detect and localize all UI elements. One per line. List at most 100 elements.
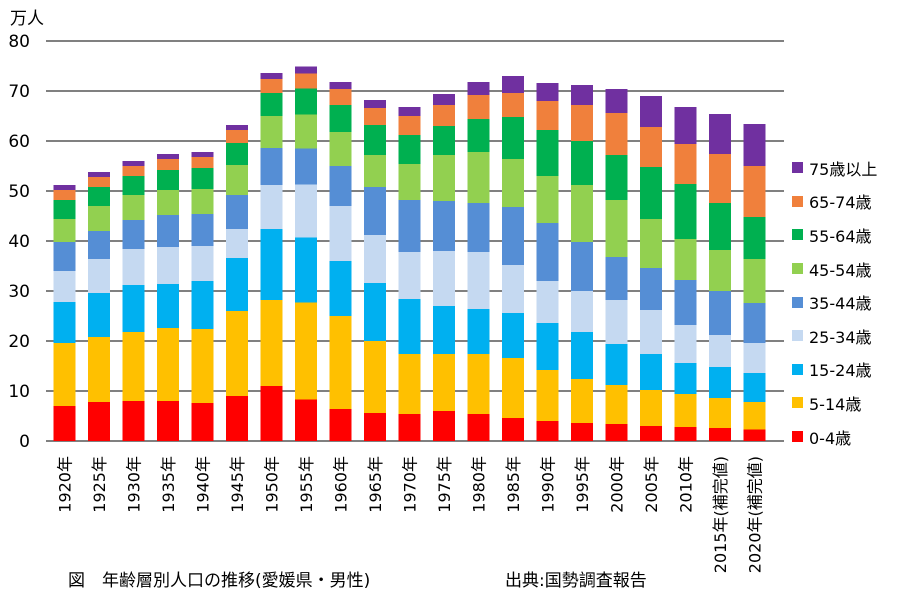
x-tick-label: 1920年 <box>56 456 75 513</box>
bar-segment <box>674 394 697 427</box>
legend-swatch <box>792 296 803 308</box>
x-tick-label: 2005年 <box>642 456 661 513</box>
bar-segment <box>122 332 145 401</box>
bar-segment <box>467 252 490 309</box>
bar-segment <box>467 152 490 203</box>
legend-item: 35-44歳 <box>792 285 896 319</box>
bar-segment <box>191 281 214 329</box>
bar-segment <box>364 155 386 187</box>
bar-segment <box>640 96 662 127</box>
bar-segment <box>502 313 524 358</box>
bar-segment <box>571 141 593 185</box>
bar-segment <box>295 237 317 303</box>
bar-segment <box>571 242 593 291</box>
x-tick-label: 1940年 <box>194 456 213 513</box>
bar-segment <box>398 116 421 135</box>
bar-segment <box>571 105 593 141</box>
bar-segment <box>467 95 490 119</box>
bar-segment <box>502 117 524 159</box>
y-tick-label: 40 <box>8 232 30 252</box>
legend-swatch <box>792 431 803 443</box>
bar-segment <box>398 299 421 354</box>
bar-segment <box>467 354 490 414</box>
bar-segment <box>157 170 179 190</box>
bar-segment <box>709 428 731 441</box>
bar-segment <box>122 249 145 285</box>
bar-segment <box>433 126 455 155</box>
bar-segment <box>295 399 317 441</box>
legend-item: 25-34歳 <box>792 319 896 353</box>
bar-segment <box>295 148 317 185</box>
bar-segment <box>502 265 524 313</box>
x-tick-label: 2020年(補完値) <box>746 456 765 573</box>
bar-segment <box>536 281 559 323</box>
bar-segment <box>191 168 214 189</box>
bar-segment <box>226 311 248 396</box>
x-tick-label: 1930年 <box>125 456 144 513</box>
bar-segment <box>329 316 352 409</box>
legend-label: 0-4歳 <box>809 428 852 448</box>
bar-segment <box>260 73 283 79</box>
bar-segment <box>743 373 766 402</box>
bar-segment <box>295 302 317 400</box>
bar-segment <box>709 291 731 335</box>
y-tick-label: 10 <box>8 382 30 402</box>
bar-segment <box>640 390 662 426</box>
bar-segment <box>88 187 110 206</box>
x-tick-label: 1945年 <box>228 456 247 513</box>
bar-segment <box>743 402 766 430</box>
bar-segment <box>226 258 248 311</box>
x-tick-label: 1960年 <box>332 456 351 513</box>
bar-segment <box>502 207 524 265</box>
bar-segment <box>467 414 490 441</box>
legend-item: 65-74歳 <box>792 185 896 219</box>
bar-segment <box>88 206 110 231</box>
bar-segment <box>571 379 593 423</box>
source-note: 出典:国勢調査報告 <box>505 571 647 591</box>
bar-segment <box>433 306 455 354</box>
y-tick-label: 60 <box>8 132 30 152</box>
bar-segment <box>260 148 283 185</box>
bar-segment <box>536 83 559 101</box>
bar-segment <box>364 341 386 413</box>
bar-segment <box>674 144 697 184</box>
bar-segment <box>191 214 214 246</box>
legend-item: 75歳以上 <box>792 151 896 185</box>
bar-segment <box>226 165 248 195</box>
legend-item: 45-54歳 <box>792 252 896 286</box>
bar-segment <box>743 259 766 303</box>
legend-item: 55-64歳 <box>792 218 896 252</box>
bar-segment <box>364 235 386 283</box>
x-tick-label: 2000年 <box>608 456 627 513</box>
x-tick-label: 1970年 <box>401 456 420 513</box>
bar-segment <box>226 143 248 165</box>
bar-segment <box>467 119 490 152</box>
bar-segment <box>364 100 386 108</box>
bar-segment <box>536 421 559 441</box>
bar-segment <box>53 200 76 219</box>
legend-label: 45-54歳 <box>809 260 872 280</box>
bar-segment <box>709 114 731 154</box>
bar-segment <box>226 195 248 229</box>
bar-segment <box>157 154 179 159</box>
bar-segment <box>157 215 179 247</box>
bar-segment <box>571 291 593 332</box>
bar-segment <box>640 354 662 390</box>
bar-segment <box>364 283 386 341</box>
y-tick-label: 80 <box>8 32 30 52</box>
bar-segment <box>467 82 490 95</box>
bar-segment <box>191 403 214 441</box>
bar-segment <box>260 300 283 386</box>
figure-caption: 図 年齢層別人口の推移(愛媛県・男性) <box>68 571 371 591</box>
bar-segment <box>743 166 766 217</box>
bar-segment <box>398 354 421 414</box>
bar-segment <box>226 229 248 258</box>
legend-swatch <box>792 195 803 207</box>
bar-segment <box>122 285 145 332</box>
bar-segment <box>53 271 76 302</box>
y-axis-unit-label: 万人 <box>10 9 44 29</box>
bar-segment <box>364 187 386 235</box>
bar-segment <box>536 101 559 130</box>
bar-segment <box>329 82 352 89</box>
bar-segment <box>260 116 283 148</box>
